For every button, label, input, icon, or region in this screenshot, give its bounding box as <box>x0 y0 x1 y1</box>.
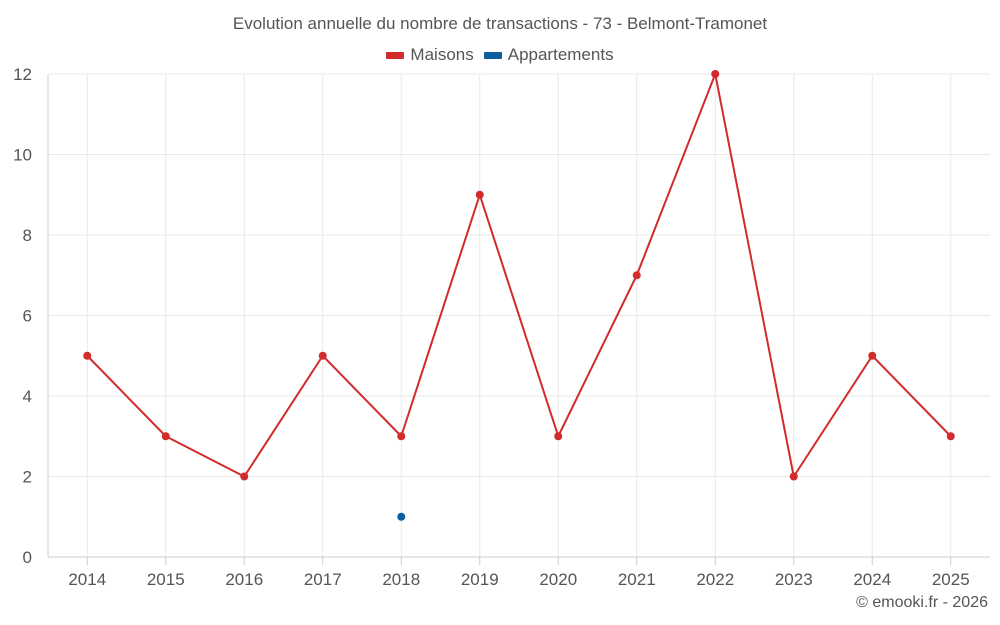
data-point-maisons-2017[interactable] <box>318 351 327 360</box>
x-tick-label-2019: 2019 <box>461 570 499 589</box>
y-tick-label-10: 10 <box>13 146 32 165</box>
x-tick-label-2025: 2025 <box>932 570 970 589</box>
data-point-maisons-2018[interactable] <box>397 432 406 441</box>
y-tick-label-8: 8 <box>23 226 32 245</box>
data-point-appartements-2018[interactable] <box>397 512 406 521</box>
data-point-maisons-2015[interactable] <box>161 432 170 441</box>
credits-text: © emooki.fr - 2026 <box>856 594 988 611</box>
x-tick-label-2018: 2018 <box>382 570 420 589</box>
data-point-maisons-2022[interactable] <box>711 70 720 78</box>
x-tick-label-2020: 2020 <box>539 570 577 589</box>
legend: Maisons Appartements <box>0 45 1000 65</box>
legend-label-maisons: Maisons <box>410 45 474 64</box>
data-point-maisons-2016[interactable] <box>240 472 249 481</box>
data-point-maisons-2020[interactable] <box>554 432 563 441</box>
y-tick-label-12: 12 <box>13 65 32 84</box>
y-tick-label-6: 6 <box>23 307 32 326</box>
x-tick-label-2022: 2022 <box>696 570 734 589</box>
chart-title: Evolution annuelle du nombre de transact… <box>232 14 768 33</box>
data-point-maisons-2019[interactable] <box>475 190 484 199</box>
x-tick-label-2016: 2016 <box>225 570 263 589</box>
y-tick-label-4: 4 <box>23 387 32 406</box>
legend-item-maisons[interactable]: Maisons <box>386 45 474 65</box>
data-point-maisons-2023[interactable] <box>789 472 798 481</box>
data-point-maisons-2025[interactable] <box>946 432 955 441</box>
legend-swatch-maisons <box>386 51 405 59</box>
data-point-maisons-2024[interactable] <box>868 351 877 360</box>
y-tick-label-2: 2 <box>23 468 32 487</box>
y-tick-label-0: 0 <box>23 548 32 567</box>
legend-label-appartements: Appartements <box>507 45 614 64</box>
x-tick-label-2021: 2021 <box>618 570 656 589</box>
data-point-maisons-2021[interactable] <box>632 271 641 280</box>
series-line-maisons <box>86 73 952 478</box>
data-point-maisons-2014[interactable] <box>83 351 92 360</box>
x-tick-label-2017: 2017 <box>304 570 342 589</box>
x-tick-label-2014: 2014 <box>68 570 106 589</box>
legend-item-appartements[interactable]: Appartements <box>483 45 614 65</box>
legend-swatch-appartements <box>483 51 502 59</box>
x-tick-label-2024: 2024 <box>853 570 891 589</box>
x-tick-label-2023: 2023 <box>775 570 813 589</box>
x-tick-label-2015: 2015 <box>147 570 185 589</box>
